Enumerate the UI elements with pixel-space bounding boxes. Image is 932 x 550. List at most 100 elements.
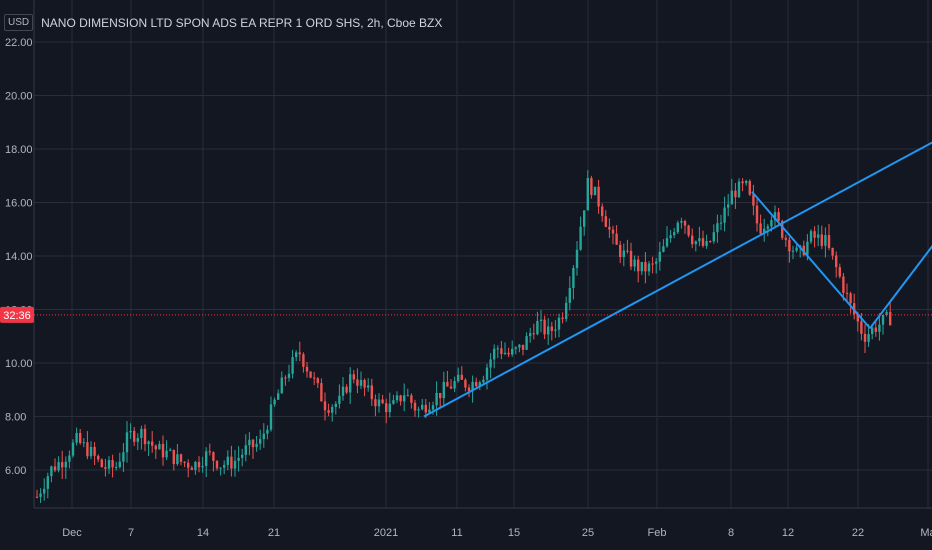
candle-body xyxy=(143,428,147,445)
candle-body xyxy=(244,445,247,455)
candle-body xyxy=(752,194,755,206)
trendlines[interactable] xyxy=(423,141,932,418)
candle-body xyxy=(97,455,100,460)
candle-body xyxy=(395,395,399,401)
candle-body xyxy=(313,377,316,379)
candle-body xyxy=(107,460,111,469)
candle-body xyxy=(547,326,550,335)
candle-body xyxy=(629,250,633,267)
candle-body xyxy=(50,466,53,477)
candle-body xyxy=(791,250,795,252)
candle-body xyxy=(100,459,103,468)
candle-body xyxy=(208,451,211,453)
candle-body xyxy=(122,452,125,462)
y-axis-labels: 6.008.0010.0012.0014.0016.0018.0020.0022… xyxy=(5,37,33,477)
symbol-title: NANO DIMENSION LTD SPON ADS EA REPR 1 OR… xyxy=(41,15,443,30)
x-tick-label: Feb xyxy=(648,527,667,539)
candle-body xyxy=(737,181,741,198)
candle-body xyxy=(316,378,319,384)
candle-body xyxy=(730,190,733,205)
candle-body xyxy=(701,238,705,246)
x-tick-label: Dec xyxy=(62,527,82,539)
candle-body xyxy=(676,222,679,233)
candle-body xyxy=(856,314,859,322)
candle-body xyxy=(838,267,841,277)
candle-body xyxy=(89,446,93,457)
candle-body xyxy=(543,319,546,335)
candle-body xyxy=(831,247,834,256)
candle-body xyxy=(712,232,715,242)
candle-body xyxy=(554,329,557,331)
candle-body xyxy=(273,399,276,405)
candle-body xyxy=(601,206,604,217)
candle-body xyxy=(241,454,244,458)
candle-body xyxy=(125,432,129,453)
candle-body xyxy=(277,393,280,400)
candle-body xyxy=(464,379,467,388)
candle-body xyxy=(140,428,143,438)
candle-body xyxy=(147,441,150,445)
candle-body xyxy=(43,488,46,494)
candle-body xyxy=(655,261,658,264)
candle-body xyxy=(665,238,669,247)
trendline[interactable] xyxy=(423,141,932,418)
candle-body xyxy=(104,467,107,469)
candle-body xyxy=(467,387,471,392)
candle-body xyxy=(212,452,215,461)
candle-body xyxy=(392,400,395,404)
chart-title-bar: USD NANO DIMENSION LTD SPON ADS EA REPR … xyxy=(4,14,442,31)
candle-body xyxy=(374,399,377,407)
currency-badge[interactable]: USD xyxy=(4,14,34,31)
x-tick-label: 7 xyxy=(128,527,134,539)
x-tick-label: 14 xyxy=(197,527,209,539)
candle-body xyxy=(709,241,712,243)
candle-body xyxy=(633,259,636,267)
candle-body xyxy=(338,395,341,404)
candle-body xyxy=(410,395,413,403)
candle-body xyxy=(111,460,114,468)
candle-body xyxy=(658,251,661,262)
candle-body xyxy=(403,395,406,402)
y-tick-label: 14.00 xyxy=(5,251,33,263)
current-price-label: 32:36 xyxy=(3,310,31,322)
candle-body xyxy=(727,204,730,208)
x-tick-label: 11 xyxy=(451,527,462,539)
candle-body xyxy=(784,237,787,240)
candle-body xyxy=(795,247,798,251)
candle-body xyxy=(421,404,424,410)
candle-body xyxy=(766,226,769,229)
candle-body xyxy=(759,223,762,234)
candle-body xyxy=(507,352,510,355)
candle-body xyxy=(53,466,57,471)
candle-body xyxy=(849,293,852,304)
candle-body xyxy=(57,462,60,471)
candle-body xyxy=(158,443,161,450)
candle-body xyxy=(640,261,643,272)
candle-body xyxy=(323,401,327,411)
candle-body xyxy=(745,180,748,184)
candle-body xyxy=(388,403,391,413)
candle-body xyxy=(446,381,449,387)
candle-body xyxy=(305,366,309,372)
trendline[interactable] xyxy=(869,243,932,329)
candle-body xyxy=(295,352,298,358)
candle-body xyxy=(586,178,589,211)
candle-body xyxy=(503,352,507,354)
candle-body xyxy=(237,457,240,461)
candle-body xyxy=(176,454,179,465)
candle-body xyxy=(172,449,175,465)
candle-body xyxy=(129,430,132,433)
x-tick-label: 22 xyxy=(852,527,864,539)
candle-body xyxy=(698,238,701,242)
candle-body xyxy=(611,229,615,234)
candle-body xyxy=(842,276,845,293)
trendline[interactable] xyxy=(751,191,871,329)
candle-body xyxy=(118,461,121,468)
candle-body xyxy=(622,250,625,257)
candle-body xyxy=(442,381,445,399)
candle-body xyxy=(370,385,373,400)
candle-body xyxy=(190,467,193,470)
candle-body xyxy=(514,347,517,349)
candle-body xyxy=(165,450,168,458)
